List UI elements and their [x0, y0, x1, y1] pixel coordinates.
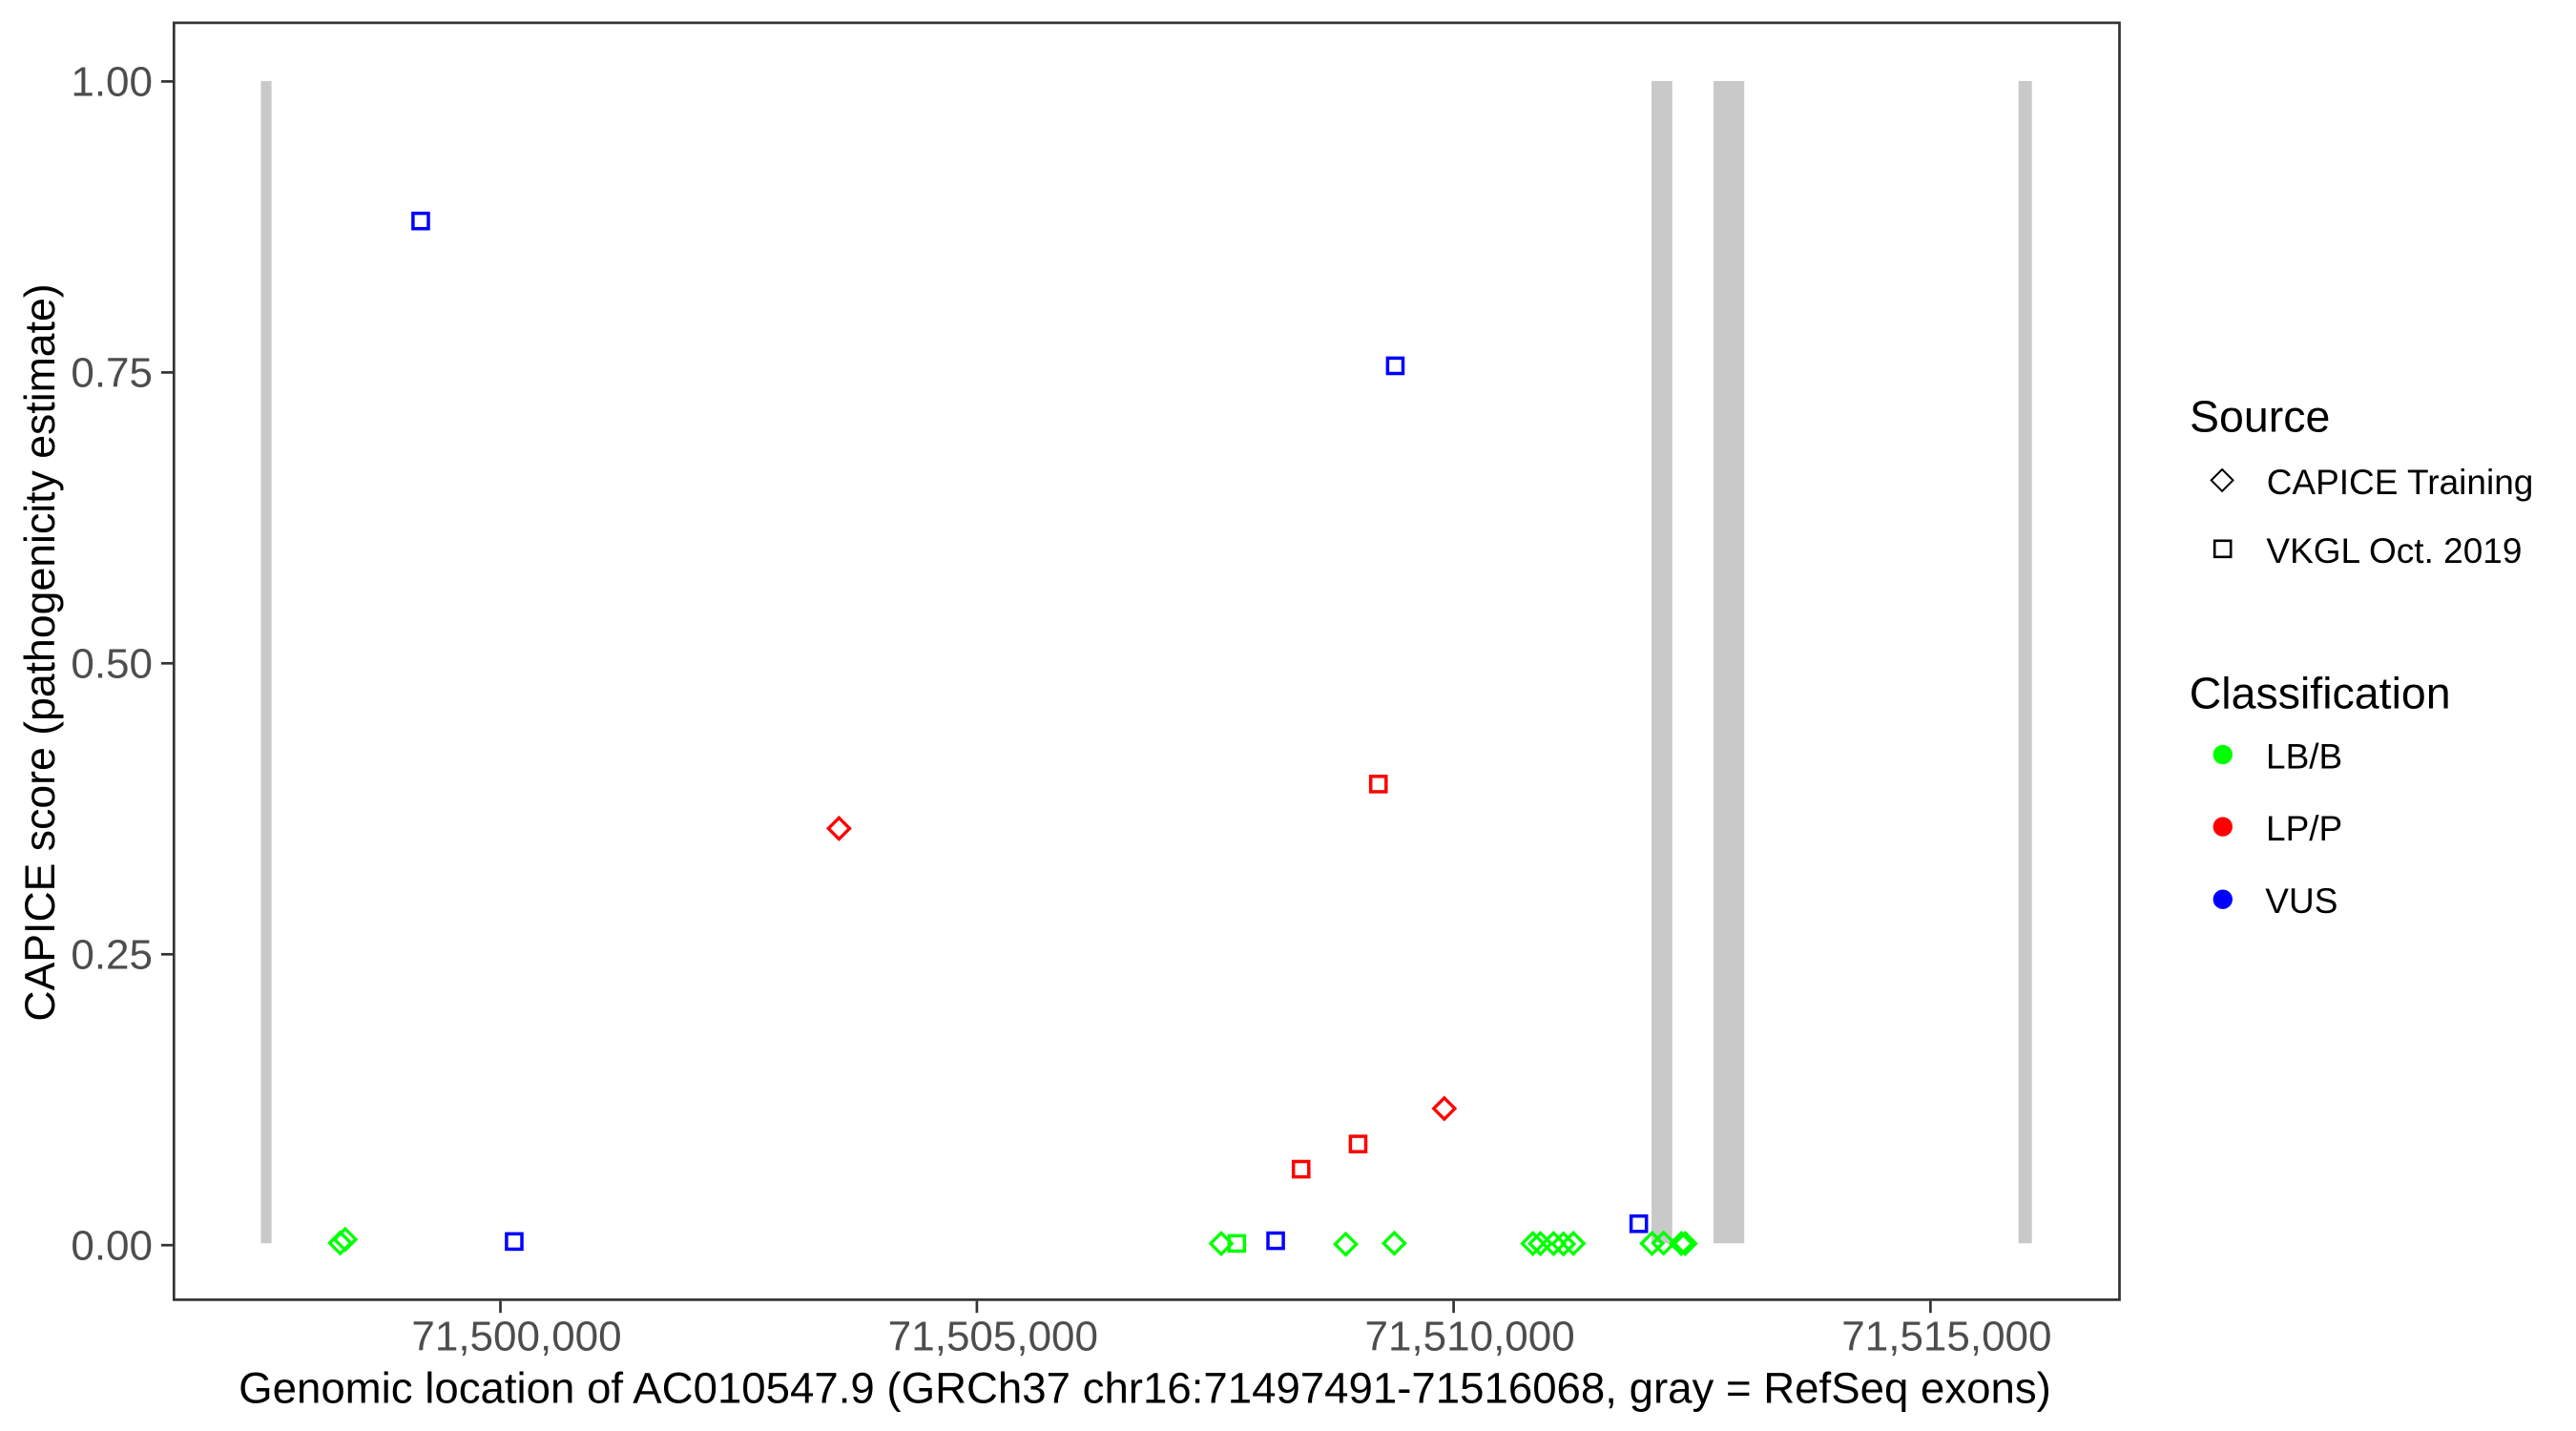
svg-text:1.00: 1.00 [71, 59, 153, 106]
svg-text:LP/P: LP/P [2266, 809, 2342, 848]
svg-text:Genomic location of AC010547.9: Genomic location of AC010547.9 (GRCh37 c… [239, 1364, 2051, 1413]
svg-text:71,510,000: 71,510,000 [1364, 1313, 1574, 1359]
svg-text:71,515,000: 71,515,000 [1841, 1313, 2051, 1359]
svg-text:0.50: 0.50 [71, 640, 153, 687]
svg-text:LB/B: LB/B [2266, 737, 2342, 777]
svg-text:CAPICE Training: CAPICE Training [2267, 463, 2534, 502]
svg-text:0.00: 0.00 [71, 1222, 153, 1269]
svg-text:Classification: Classification [2190, 669, 2451, 718]
svg-text:VKGL Oct. 2019: VKGL Oct. 2019 [2266, 531, 2522, 570]
svg-text:71,500,000: 71,500,000 [411, 1313, 621, 1359]
svg-text:VUS: VUS [2265, 881, 2337, 921]
svg-text:0.75: 0.75 [71, 350, 153, 397]
svg-text:0.25: 0.25 [71, 931, 153, 978]
svg-text:Source: Source [2190, 392, 2330, 442]
svg-text:71,505,000: 71,505,000 [888, 1313, 1098, 1359]
svg-text:CAPICE score (pathogenicity es: CAPICE score (pathogenicity estimate) [17, 283, 64, 1021]
